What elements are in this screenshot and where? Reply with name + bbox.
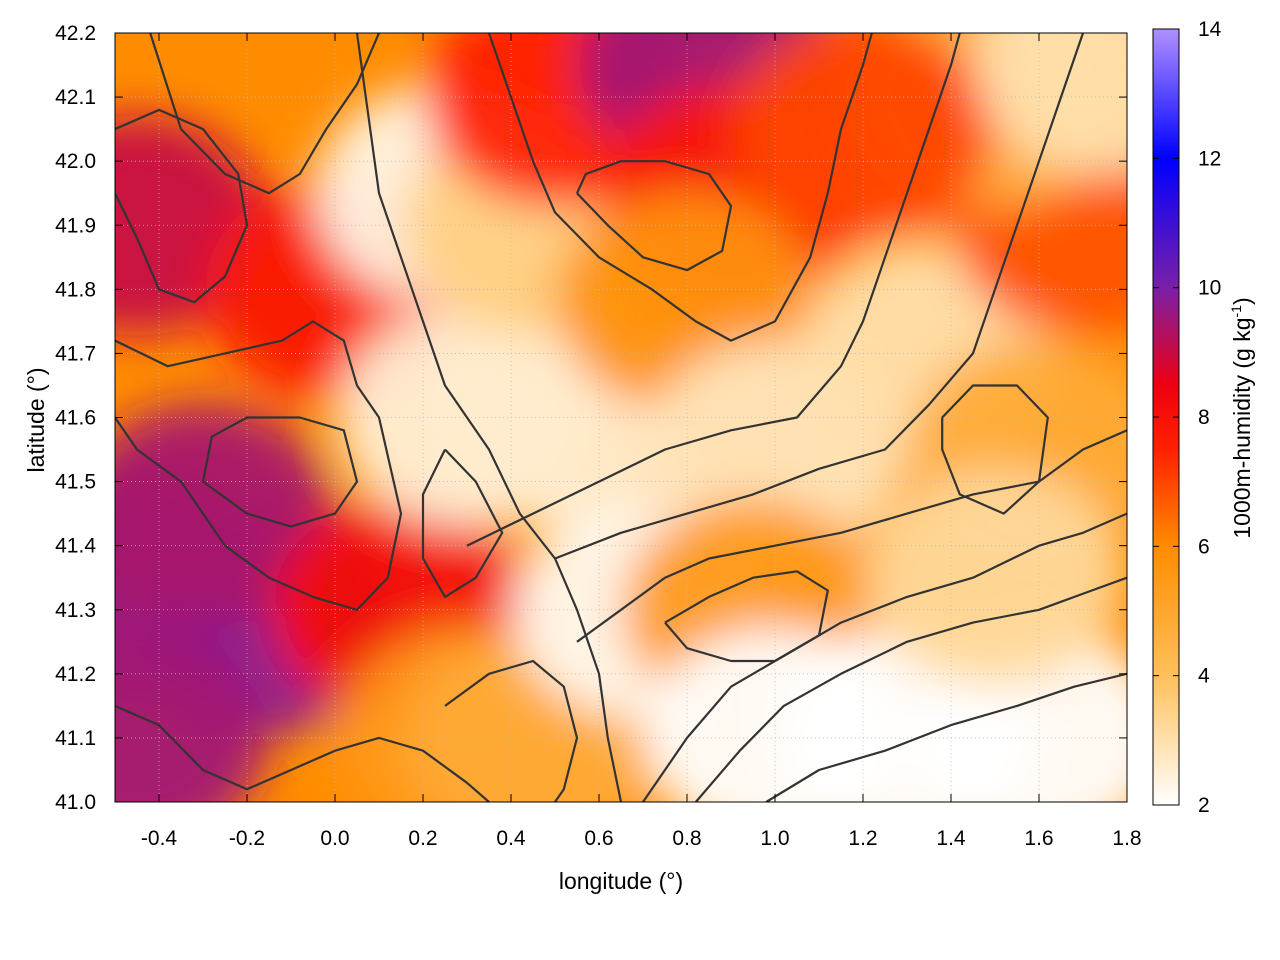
contour-line bbox=[421, 448, 504, 599]
contour-line bbox=[765, 672, 1127, 802]
contour-line bbox=[664, 570, 829, 663]
heat-region bbox=[115, 403, 333, 624]
contour-line bbox=[466, 33, 961, 547]
heat-region bbox=[733, 33, 993, 240]
contour-line bbox=[149, 33, 381, 195]
y-tick-label: 41.4 bbox=[55, 535, 96, 558]
y-axis-ticks: 41.0 41.1 41.2 41.3 41.4 41.5 41.6 41.7 41.8 41.9… bbox=[55, 22, 1127, 814]
x-tick-label: 0.6 bbox=[584, 827, 613, 850]
x-tick-label: 1.6 bbox=[1024, 827, 1053, 850]
heat-region bbox=[975, 33, 1127, 176]
colorbar-ticks: 2 4 6 8 10 12 14 bbox=[1153, 18, 1222, 817]
x-tick-label: 0.0 bbox=[320, 827, 349, 850]
y-tick-label: 41.6 bbox=[55, 407, 96, 430]
contour-line bbox=[115, 704, 490, 802]
contour-line bbox=[576, 160, 733, 272]
colorbar-tick-label: 6 bbox=[1198, 535, 1210, 558]
x-tick-label: 0.4 bbox=[496, 827, 526, 850]
contour-line bbox=[487, 33, 873, 342]
y-tick-label: 41.8 bbox=[55, 278, 96, 301]
colorbar-title-end: ) bbox=[1229, 297, 1255, 305]
contour-line bbox=[694, 576, 1127, 802]
contour-line bbox=[444, 659, 579, 802]
y-tick-label: 41.0 bbox=[55, 791, 96, 814]
colorbar-tick-label: 8 bbox=[1198, 406, 1210, 429]
contour-line bbox=[941, 384, 1049, 515]
colorbar-title: 1000m-humidity (g kg-1) bbox=[1228, 297, 1255, 538]
contour-line bbox=[642, 512, 1127, 802]
x-tick-label: 0.2 bbox=[408, 827, 437, 850]
colorbar-tick-label: 14 bbox=[1198, 18, 1222, 41]
x-tick-label: 0.8 bbox=[672, 827, 701, 850]
contour-line bbox=[355, 33, 623, 802]
contour-line bbox=[201, 416, 359, 528]
y-axis-title: latitude (°) bbox=[23, 367, 49, 472]
colorbar-title-superscript: -1 bbox=[1228, 305, 1244, 318]
contour-line bbox=[576, 429, 1127, 643]
y-tick-label: 41.1 bbox=[55, 727, 96, 750]
y-tick-label: 42.1 bbox=[55, 86, 96, 109]
grid-lines bbox=[115, 33, 1127, 802]
x-tick-label: 1.4 bbox=[936, 827, 966, 850]
y-tick-label: 41.3 bbox=[55, 599, 96, 622]
x-tick-label: -0.2 bbox=[229, 827, 265, 850]
x-axis-title: longitude (°) bbox=[559, 868, 683, 894]
x-tick-label: 1.2 bbox=[848, 827, 877, 850]
y-tick-label: 41.9 bbox=[55, 214, 96, 237]
y-tick-label: 41.2 bbox=[55, 663, 96, 686]
x-tick-label: 1.8 bbox=[1112, 827, 1141, 850]
x-axis-ticks: -0.4 -0.2 0.0 0.2 0.4 0.6 0.8 1.0 1.2 1.4 1.6 1.8 bbox=[141, 33, 1142, 850]
colorbar-tick-label: 10 bbox=[1198, 277, 1221, 300]
colorbar-tick-label: 12 bbox=[1198, 147, 1221, 170]
contour-line bbox=[115, 108, 249, 304]
colorbar: 2 4 6 8 10 12 14 1000m-humidity (g kg-1) bbox=[1152, 18, 1255, 817]
y-tick-label: 42.2 bbox=[55, 22, 96, 45]
contour-lines bbox=[115, 33, 1127, 802]
y-tick-label: 42.0 bbox=[55, 150, 96, 173]
y-tick-label: 41.5 bbox=[55, 471, 96, 494]
colorbar-title-main: 1000m-humidity (g kg bbox=[1229, 317, 1255, 538]
contour-line bbox=[554, 33, 1085, 560]
x-tick-label: -0.4 bbox=[141, 827, 178, 850]
colorbar-tick-label: 4 bbox=[1198, 665, 1210, 688]
heat-region bbox=[115, 627, 267, 802]
x-tick-label: 1.0 bbox=[760, 827, 789, 850]
heat-region bbox=[865, 467, 1125, 688]
colorbar-tick-label: 2 bbox=[1198, 794, 1210, 817]
plot-area bbox=[114, 32, 1128, 803]
contour-line bbox=[115, 320, 403, 611]
y-tick-label: 41.7 bbox=[55, 342, 96, 365]
